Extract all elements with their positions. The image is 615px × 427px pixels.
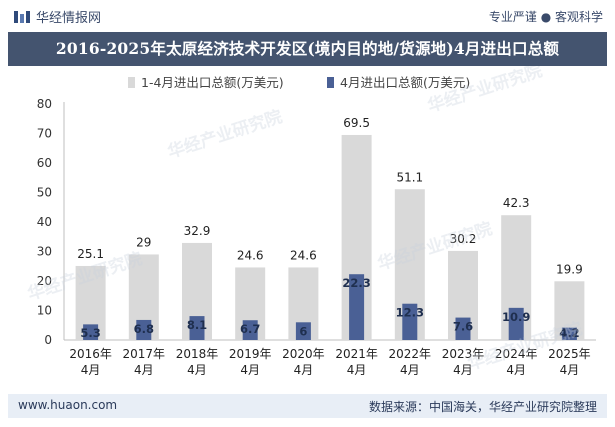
x-tick-label: 2025年 <box>548 347 591 361</box>
bar-series2 <box>189 316 205 340</box>
legend-swatch-series1 <box>128 77 135 88</box>
data-label-series2: 12.3 <box>396 306 424 320</box>
data-label-series2: 6 <box>299 324 307 338</box>
x-tick-label: 2017年 <box>123 347 166 361</box>
x-tick-label: 4月 <box>506 363 526 377</box>
legend-swatch-series2 <box>327 77 334 88</box>
data-label-series2: 6.7 <box>240 322 260 336</box>
data-label-series2: 22.3 <box>342 276 370 290</box>
y-tick-label: 70 <box>37 127 52 141</box>
data-label-series1: 29 <box>136 235 151 249</box>
brand-name: 华经情报网 <box>36 11 102 26</box>
x-tick-label: 4月 <box>240 363 260 377</box>
x-tick-label: 2018年 <box>176 347 219 361</box>
data-label-series2: 7.6 <box>453 320 473 334</box>
legend-item-series2: 4月进出口总额(万美元) <box>327 72 470 91</box>
x-tick-label: 4月 <box>453 363 473 377</box>
y-tick-label: 80 <box>37 97 52 111</box>
legend-label-series1: 1-4月进出口总额(万美元) <box>141 75 284 90</box>
data-label-series1: 51.1 <box>396 170 423 184</box>
data-label-series1: 24.6 <box>237 248 264 262</box>
chart-title: 2016-2025年太原经济技术开发区(境内目的地/货源地)4月进出口总额 <box>8 32 607 66</box>
watermark: 华经产业研究院 <box>165 106 285 163</box>
bar-series2 <box>561 327 577 340</box>
legend-label-series2: 4月进出口总额(万美元) <box>340 75 471 90</box>
bar-chart: 0 10 20 30 40 50 60 70 80 25.1 5.3 2016年 4月 29 6.8 2017… <box>25 66 596 377</box>
x-tick-label: 4月 <box>81 363 101 377</box>
x-tick-label: 2023年 <box>442 347 485 361</box>
x-tick-label: 2020年 <box>282 347 325 361</box>
y-tick-label: 20 <box>37 274 52 288</box>
data-label-series1: 25.1 <box>77 247 104 261</box>
bar-series2 <box>455 317 471 340</box>
y-tick-label: 50 <box>37 186 52 200</box>
legend: 1-4月进出口总额(万美元) 4月进出口总额(万美元) <box>0 70 615 92</box>
bar-series2 <box>349 274 365 340</box>
data-label-series1: 42.3 <box>503 196 530 210</box>
data-label-series2: 6.8 <box>134 322 154 336</box>
legend-item-series1: 1-4月进出口总额(万美元) <box>128 72 284 91</box>
data-label-series1: 19.9 <box>556 262 583 276</box>
top-bar: 华经情报网 专业严谨 ● 客观科学 <box>0 0 615 32</box>
y-tick-label: 40 <box>37 215 52 229</box>
x-tick-label: 2016年 <box>69 347 112 361</box>
x-tick-label: 4月 <box>347 363 367 377</box>
data-label-series1: 24.6 <box>290 248 317 262</box>
data-label-series2: 4.2 <box>559 326 579 340</box>
bar-series2 <box>402 303 418 340</box>
watermark: 华经产业研究院 <box>425 66 545 117</box>
data-label-series2: 8.1 <box>187 318 207 332</box>
bar-series2 <box>242 320 258 340</box>
x-tick-label: 2022年 <box>389 347 432 361</box>
x-tick-label: 4月 <box>187 363 207 377</box>
x-tick-label: 4月 <box>400 363 420 377</box>
x-tick-label: 4月 <box>294 363 314 377</box>
data-label-series1: 30.2 <box>450 232 477 246</box>
y-tick-label: 0 <box>44 333 52 347</box>
y-tick-label: 30 <box>37 245 52 259</box>
data-label-series2: 10.9 <box>502 310 530 324</box>
y-tick-label: 10 <box>37 304 52 318</box>
x-tick-label: 2024年 <box>495 347 538 361</box>
x-tick-label: 4月 <box>134 363 154 377</box>
x-tick-label: 2021年 <box>335 347 378 361</box>
x-tick-label: 4月 <box>560 363 580 377</box>
footer-source: 数据来源：中国海关，华经产业研究院整理 <box>368 400 597 414</box>
brand-logo-icon <box>14 11 30 23</box>
bar-series2 <box>295 322 311 340</box>
brand[interactable]: 华经情报网 <box>14 7 101 26</box>
footer-website[interactable]: www.huaon.com <box>18 398 118 412</box>
bar-series2 <box>136 319 152 340</box>
data-label-series2: 5.3 <box>80 326 100 340</box>
bar-series2 <box>83 324 99 340</box>
data-label-series1: 32.9 <box>184 224 211 238</box>
footer: www.huaon.com 数据来源：中国海关，华经产业研究院整理 <box>8 394 607 418</box>
x-tick-label: 2019年 <box>229 347 272 361</box>
tagline: 专业严谨 ● 客观科学 <box>488 10 603 24</box>
bar-series2 <box>508 307 524 340</box>
y-tick-label: 60 <box>37 156 52 170</box>
data-label-series1: 69.5 <box>343 116 370 130</box>
